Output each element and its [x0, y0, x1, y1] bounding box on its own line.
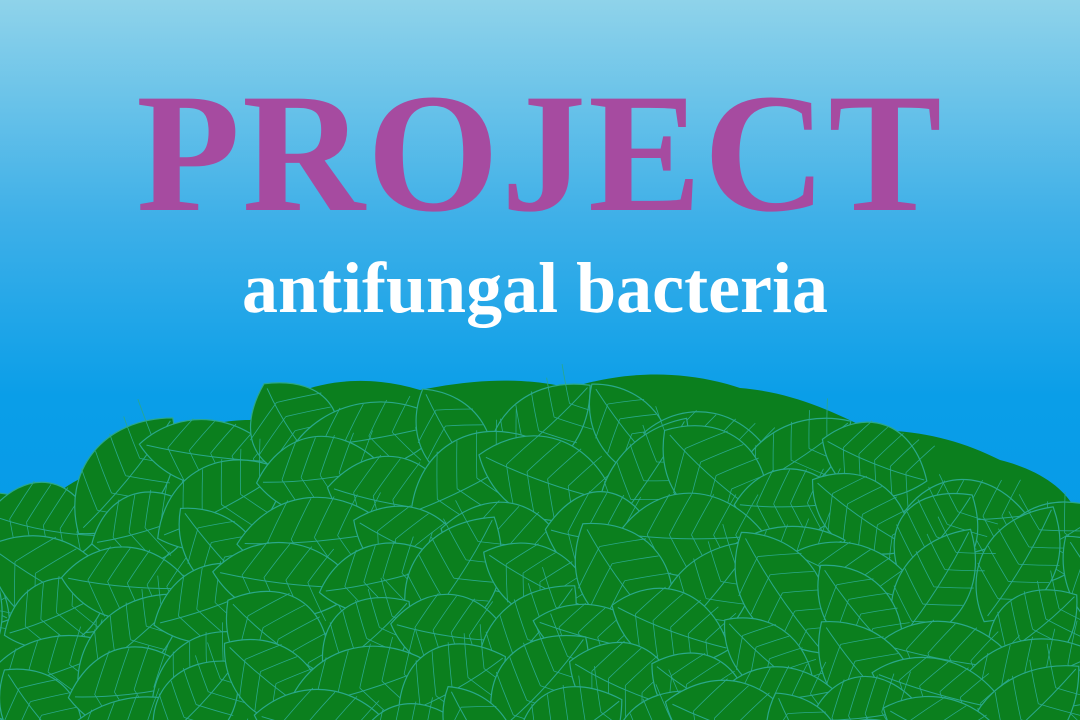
poster-title: PROJECT [136, 59, 944, 247]
poster-subtitle: antifungal bacteria [242, 248, 828, 328]
